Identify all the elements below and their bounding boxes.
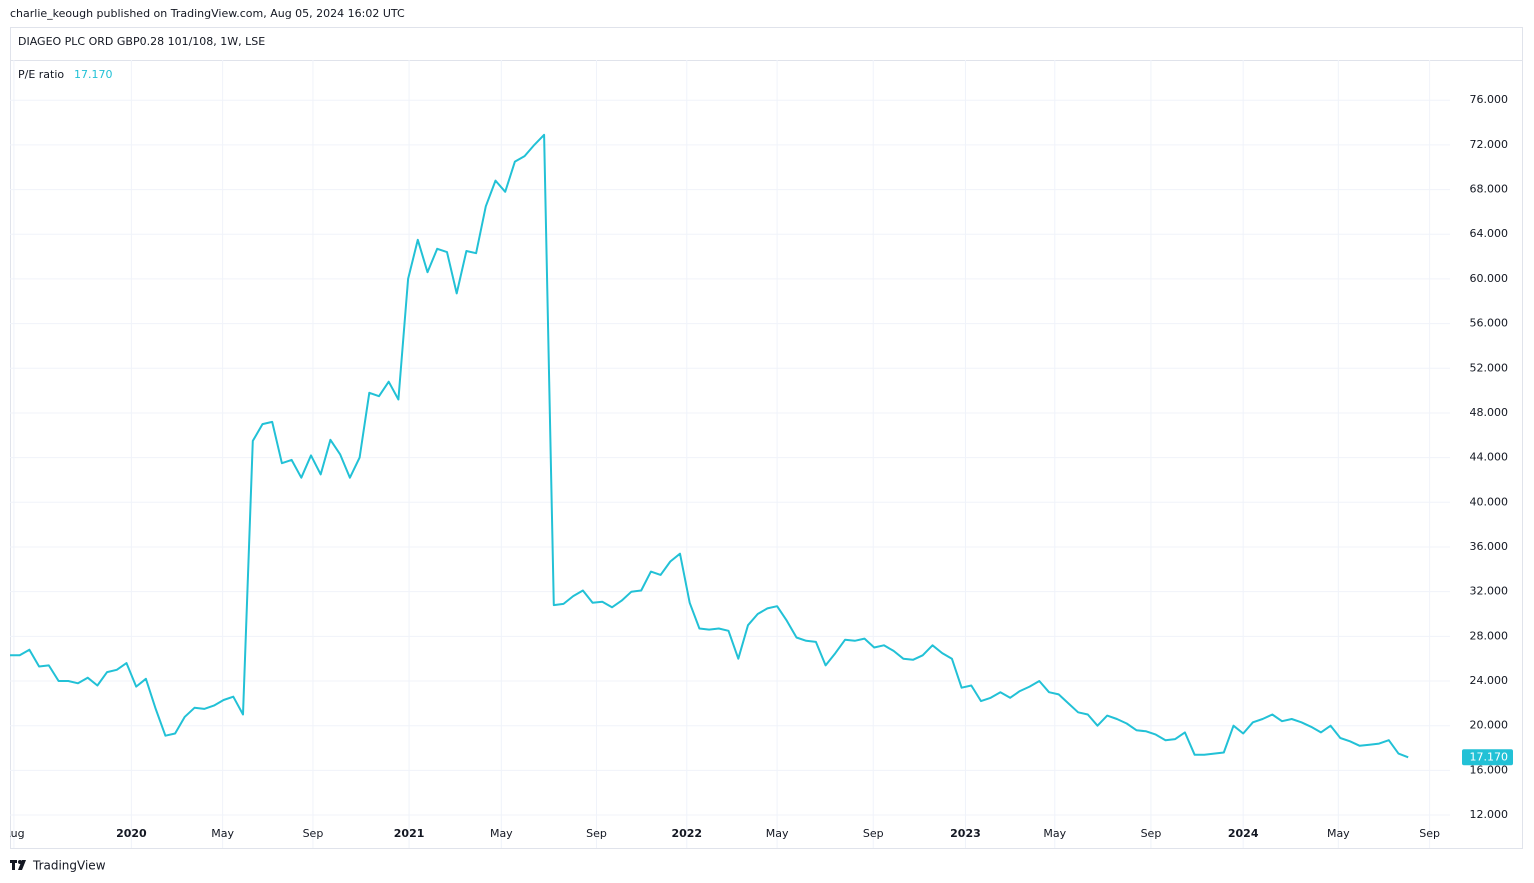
y-tick-label: 56.000 <box>1470 317 1509 330</box>
x-tick-label: 2022 <box>671 827 702 840</box>
y-tick-label: 28.000 <box>1470 629 1509 642</box>
x-tick-label: 2024 <box>1228 827 1259 840</box>
x-tick-label: May <box>211 827 234 840</box>
y-tick-label: 52.000 <box>1470 361 1509 374</box>
last-value-box <box>1462 749 1513 766</box>
y-tick-label: 40.000 <box>1470 495 1509 508</box>
y-tick-label: 64.000 <box>1470 227 1509 240</box>
x-tick-label: Sep <box>1141 827 1162 840</box>
y-tick-label: 12.000 <box>1470 808 1509 821</box>
last-value-label: 17.170 <box>1470 750 1509 763</box>
y-tick-label: 72.000 <box>1470 138 1509 151</box>
tradingview-logo <box>10 860 26 870</box>
y-tick-label: 60.000 <box>1470 272 1509 285</box>
x-tick-label: May <box>1043 827 1066 840</box>
x-tick-label: Sep <box>1419 827 1440 840</box>
y-tick-label: 48.000 <box>1470 406 1509 419</box>
x-tick-label: Sep <box>303 827 324 840</box>
y-tick-label: 16.000 <box>1470 763 1509 776</box>
x-tick-label: 2023 <box>950 827 981 840</box>
legend-name: P/E ratio <box>18 68 64 81</box>
y-tick-label: 68.000 <box>1470 183 1509 196</box>
x-tick-label: 2021 <box>394 827 425 840</box>
x-tick-label: Aug <box>3 827 24 840</box>
publisher-header: charlie_keough published on TradingView.… <box>10 7 405 20</box>
footer-brand: TradingView <box>32 859 106 873</box>
y-tick-label: 24.000 <box>1470 674 1509 687</box>
x-tick-label: May <box>766 827 789 840</box>
symbol-title: DIAGEO PLC ORD GBP0.28 101/108, 1W, LSE <box>18 35 265 48</box>
x-tick-label: May <box>490 827 513 840</box>
y-tick-label: 20.000 <box>1470 719 1509 732</box>
x-tick-label: 2020 <box>116 827 147 840</box>
y-tick-label: 44.000 <box>1470 451 1509 464</box>
x-tick-label: Sep <box>863 827 884 840</box>
x-tick-label: Sep <box>586 827 607 840</box>
series-line <box>10 133 1409 759</box>
legend-value: 17.170 <box>74 68 113 81</box>
y-tick-label: 32.000 <box>1470 585 1509 598</box>
chart-frame <box>10 27 1523 849</box>
y-tick-label: 76.000 <box>1470 93 1509 106</box>
x-tick-label: May <box>1327 827 1350 840</box>
y-tick-label: 36.000 <box>1470 540 1509 553</box>
